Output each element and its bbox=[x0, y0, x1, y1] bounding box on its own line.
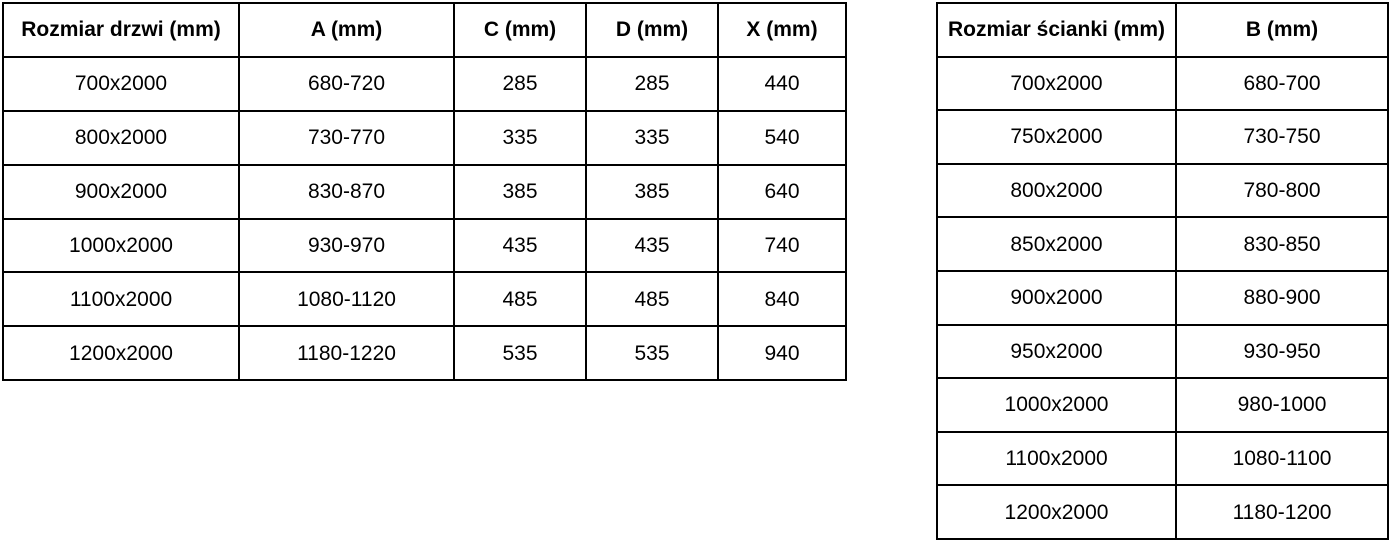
dim-b-column-header: B (mm) bbox=[1175, 2, 1389, 58]
door-sizes-table: Rozmiar drzwi (mm) A (mm) C (mm) D (mm) … bbox=[2, 2, 847, 382]
dim-b-cell: 1180-1200 bbox=[1175, 484, 1389, 540]
table-row: 900x2000 830-870 385 385 640 bbox=[2, 163, 847, 220]
dim-c-cell: 385 bbox=[453, 163, 587, 220]
dim-b-cell: 1080-1100 bbox=[1175, 430, 1389, 487]
wall-size-column-header: Rozmiar ścianki (mm) bbox=[936, 2, 1177, 58]
dim-x-cell: 840 bbox=[717, 271, 847, 328]
dim-c-cell: 335 bbox=[453, 109, 587, 166]
table-row: 1000x2000 930-970 435 435 740 bbox=[2, 217, 847, 274]
wall-size-cell: 1000x2000 bbox=[936, 377, 1177, 433]
dim-c-cell: 535 bbox=[453, 325, 587, 382]
dim-d-cell: 335 bbox=[585, 109, 719, 166]
dim-a-cell: 1080-1120 bbox=[238, 271, 455, 328]
dim-c-cell: 435 bbox=[453, 217, 587, 274]
dim-c-cell: 485 bbox=[453, 271, 587, 328]
dim-x-cell: 740 bbox=[717, 217, 847, 274]
table-row: 700x2000 680-720 285 285 440 bbox=[2, 55, 847, 112]
dim-d-cell: 435 bbox=[585, 217, 719, 274]
dim-a-cell: 1180-1220 bbox=[238, 325, 455, 382]
dim-c-cell: 285 bbox=[453, 55, 587, 112]
dim-x-cell: 640 bbox=[717, 163, 847, 220]
dim-d-cell: 285 bbox=[585, 55, 719, 112]
table-row: 800x2000 730-770 335 335 540 bbox=[2, 109, 847, 166]
table-row: 850x2000 830-850 bbox=[936, 216, 1389, 272]
dim-c-column-header: C (mm) bbox=[453, 2, 587, 58]
dim-d-cell: 485 bbox=[585, 271, 719, 328]
dim-b-cell: 730-750 bbox=[1175, 109, 1389, 165]
dim-x-cell: 540 bbox=[717, 109, 847, 166]
table-row: 800x2000 780-800 bbox=[936, 162, 1389, 219]
dim-a-cell: 830-870 bbox=[238, 163, 455, 220]
door-size-cell: 1000x2000 bbox=[2, 217, 240, 274]
dim-b-cell: 980-1000 bbox=[1175, 377, 1389, 433]
wall-size-cell: 800x2000 bbox=[936, 162, 1177, 219]
wall-size-cell: 850x2000 bbox=[936, 216, 1177, 272]
dim-a-cell: 730-770 bbox=[238, 109, 455, 166]
dim-x-cell: 940 bbox=[717, 325, 847, 382]
wall-size-cell: 750x2000 bbox=[936, 109, 1177, 165]
wall-size-cell: 700x2000 bbox=[936, 55, 1177, 112]
door-size-column-header: Rozmiar drzwi (mm) bbox=[2, 2, 240, 58]
dim-d-column-header: D (mm) bbox=[585, 2, 719, 58]
table-row: 1000x2000 980-1000 bbox=[936, 377, 1389, 433]
door-table-header-row: Rozmiar drzwi (mm) A (mm) C (mm) D (mm) … bbox=[2, 2, 847, 58]
table-row: 900x2000 880-900 bbox=[936, 269, 1389, 326]
wall-sizes-table: Rozmiar ścianki (mm) B (mm) 700x2000 680… bbox=[936, 2, 1389, 540]
dim-b-cell: 930-950 bbox=[1175, 323, 1389, 380]
table-row: 1100x2000 1080-1100 bbox=[936, 430, 1389, 487]
table-row: 1100x2000 1080-1120 485 485 840 bbox=[2, 271, 847, 328]
door-size-cell: 1100x2000 bbox=[2, 271, 240, 328]
wall-size-cell: 950x2000 bbox=[936, 323, 1177, 380]
door-size-cell: 700x2000 bbox=[2, 55, 240, 112]
table-row: 1200x2000 1180-1200 bbox=[936, 484, 1389, 540]
table-row: 950x2000 930-950 bbox=[936, 323, 1389, 380]
dim-a-cell: 680-720 bbox=[238, 55, 455, 112]
dim-b-cell: 680-700 bbox=[1175, 55, 1389, 112]
wall-size-cell: 1100x2000 bbox=[936, 430, 1177, 487]
dim-d-cell: 535 bbox=[585, 325, 719, 382]
table-row: 700x2000 680-700 bbox=[936, 55, 1389, 112]
wall-table-header-row: Rozmiar ścianki (mm) B (mm) bbox=[936, 2, 1389, 58]
door-size-cell: 1200x2000 bbox=[2, 325, 240, 382]
table-row: 1200x2000 1180-1220 535 535 940 bbox=[2, 325, 847, 382]
table-row: 750x2000 730-750 bbox=[936, 109, 1389, 165]
dim-b-cell: 830-850 bbox=[1175, 216, 1389, 272]
wall-size-cell: 900x2000 bbox=[936, 269, 1177, 326]
dim-a-cell: 930-970 bbox=[238, 217, 455, 274]
wall-size-cell: 1200x2000 bbox=[936, 484, 1177, 540]
dim-a-column-header: A (mm) bbox=[238, 2, 455, 58]
dim-x-column-header: X (mm) bbox=[717, 2, 847, 58]
dim-x-cell: 440 bbox=[717, 55, 847, 112]
dim-d-cell: 385 bbox=[585, 163, 719, 220]
dim-b-cell: 880-900 bbox=[1175, 269, 1389, 326]
dim-b-cell: 780-800 bbox=[1175, 162, 1389, 219]
door-size-cell: 800x2000 bbox=[2, 109, 240, 166]
door-size-cell: 900x2000 bbox=[2, 163, 240, 220]
